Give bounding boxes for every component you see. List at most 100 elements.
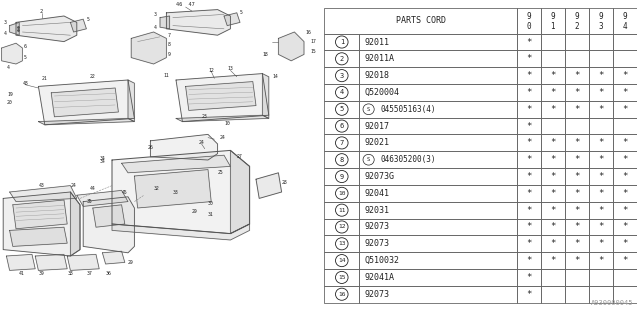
Text: 12: 12 bbox=[338, 224, 346, 229]
Bar bbox=[541, 101, 565, 118]
Bar bbox=[565, 286, 589, 303]
Text: 46  47: 46 47 bbox=[176, 2, 195, 7]
Text: 2: 2 bbox=[40, 9, 43, 14]
Text: *: * bbox=[526, 290, 532, 299]
Bar bbox=[517, 151, 541, 168]
Polygon shape bbox=[10, 22, 19, 35]
Bar bbox=[541, 252, 565, 269]
Bar bbox=[613, 134, 637, 151]
Text: 13: 13 bbox=[227, 66, 233, 71]
Text: 3: 3 bbox=[340, 73, 344, 79]
Bar bbox=[565, 134, 589, 151]
Text: *: * bbox=[622, 172, 627, 181]
Text: 9: 9 bbox=[168, 52, 171, 57]
Text: 4: 4 bbox=[154, 25, 157, 30]
Text: 8: 8 bbox=[340, 157, 344, 163]
Bar bbox=[589, 202, 613, 219]
Bar bbox=[324, 202, 359, 219]
Text: 92011A: 92011A bbox=[365, 54, 395, 63]
Bar bbox=[517, 34, 541, 51]
Text: 25: 25 bbox=[218, 170, 223, 175]
Text: *: * bbox=[550, 239, 556, 248]
Polygon shape bbox=[256, 173, 282, 198]
Polygon shape bbox=[51, 88, 118, 117]
Polygon shape bbox=[262, 74, 269, 118]
Text: *: * bbox=[526, 54, 532, 63]
Bar bbox=[589, 118, 613, 134]
Bar bbox=[613, 269, 637, 286]
Text: *: * bbox=[526, 239, 532, 248]
Text: 16: 16 bbox=[306, 29, 311, 35]
Text: 29: 29 bbox=[128, 260, 134, 265]
Bar bbox=[324, 51, 359, 67]
Bar bbox=[589, 185, 613, 202]
Bar bbox=[359, 236, 517, 252]
Text: 7: 7 bbox=[340, 140, 344, 146]
Text: 31: 31 bbox=[208, 212, 214, 217]
Text: 4: 4 bbox=[623, 22, 627, 31]
Bar bbox=[324, 84, 359, 101]
Bar bbox=[324, 219, 359, 236]
Text: 12: 12 bbox=[208, 68, 214, 73]
Bar bbox=[613, 236, 637, 252]
Bar bbox=[589, 67, 613, 84]
Bar bbox=[565, 219, 589, 236]
Bar bbox=[565, 8, 589, 34]
Bar bbox=[613, 34, 637, 51]
Text: *: * bbox=[574, 105, 580, 114]
Text: 24: 24 bbox=[198, 140, 204, 145]
Bar bbox=[324, 286, 359, 303]
Text: 11: 11 bbox=[164, 73, 170, 78]
Bar bbox=[324, 134, 359, 151]
Polygon shape bbox=[112, 224, 250, 240]
Text: *: * bbox=[526, 122, 532, 131]
Bar bbox=[359, 202, 517, 219]
Text: *: * bbox=[598, 222, 604, 231]
Text: *: * bbox=[574, 71, 580, 80]
Text: *: * bbox=[598, 189, 604, 198]
Text: *: * bbox=[526, 189, 532, 198]
Bar bbox=[324, 8, 517, 34]
Text: *: * bbox=[526, 71, 532, 80]
Bar bbox=[324, 269, 359, 286]
Text: 2: 2 bbox=[340, 56, 344, 62]
Text: 0: 0 bbox=[527, 22, 531, 31]
Bar bbox=[517, 8, 541, 34]
Bar bbox=[541, 84, 565, 101]
Text: *: * bbox=[574, 155, 580, 164]
Text: 43: 43 bbox=[38, 183, 44, 188]
Text: 2: 2 bbox=[575, 22, 579, 31]
Text: 9: 9 bbox=[623, 12, 627, 20]
Bar bbox=[517, 67, 541, 84]
Text: *: * bbox=[550, 256, 556, 265]
Bar bbox=[517, 202, 541, 219]
Text: 23: 23 bbox=[202, 114, 207, 119]
Text: 3: 3 bbox=[154, 12, 157, 17]
Polygon shape bbox=[77, 190, 128, 206]
Text: 3: 3 bbox=[4, 20, 6, 25]
Bar bbox=[359, 51, 517, 67]
Text: 92073: 92073 bbox=[365, 239, 390, 248]
Bar bbox=[517, 185, 541, 202]
Polygon shape bbox=[186, 82, 256, 110]
Text: 3: 3 bbox=[598, 22, 603, 31]
Bar bbox=[541, 8, 565, 34]
Polygon shape bbox=[102, 251, 125, 264]
Text: PARTS CORD: PARTS CORD bbox=[396, 16, 445, 25]
Text: 92018: 92018 bbox=[365, 71, 390, 80]
Text: *: * bbox=[550, 206, 556, 215]
Bar bbox=[541, 67, 565, 84]
Text: *: * bbox=[574, 138, 580, 148]
Bar bbox=[613, 286, 637, 303]
Bar bbox=[613, 118, 637, 134]
Bar bbox=[613, 202, 637, 219]
Bar bbox=[589, 134, 613, 151]
Bar bbox=[324, 168, 359, 185]
Bar bbox=[541, 151, 565, 168]
Polygon shape bbox=[166, 10, 230, 35]
Text: 15: 15 bbox=[310, 49, 316, 54]
Text: 10: 10 bbox=[338, 191, 346, 196]
Bar bbox=[359, 84, 517, 101]
Text: 30: 30 bbox=[208, 201, 214, 206]
Text: 44: 44 bbox=[90, 186, 95, 191]
